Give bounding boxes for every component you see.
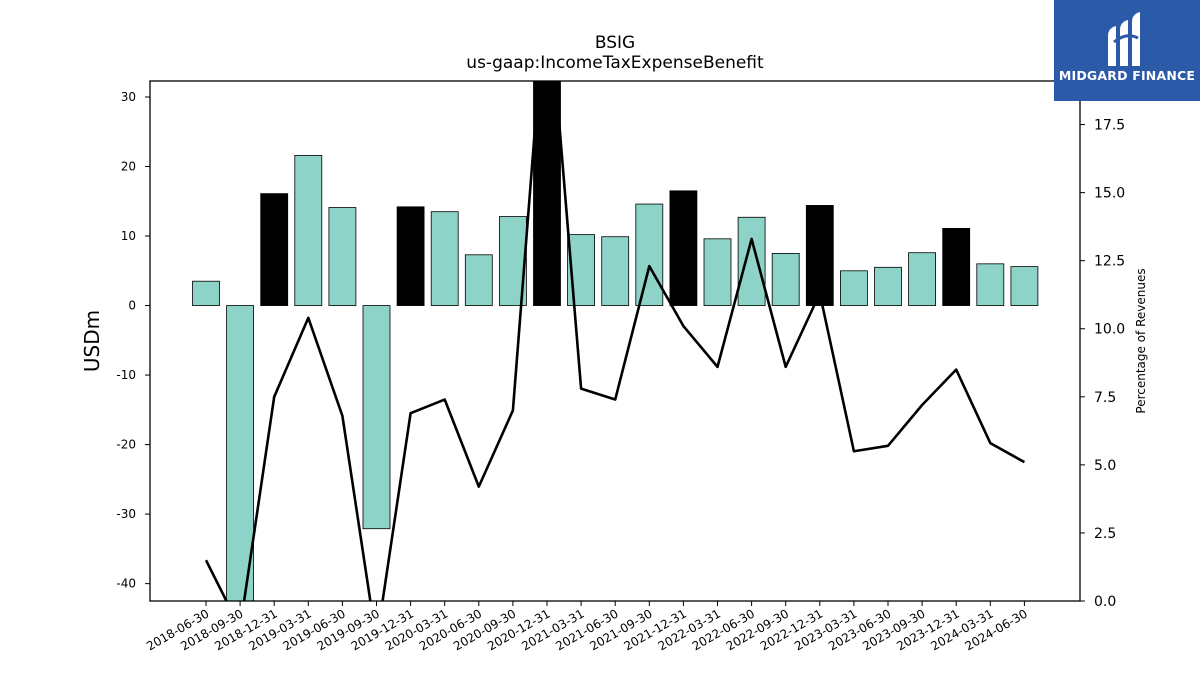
y-tick-label: -20: [116, 438, 136, 452]
bar-2018-12-31: [260, 193, 289, 306]
bar-2022-12-31: [805, 205, 834, 306]
bar-2020-12-31: [533, 81, 561, 306]
bar-2021-12-31: [669, 190, 698, 306]
bar-2023-09-30: [908, 252, 936, 306]
bar-2019-09-30: [362, 305, 391, 530]
bar-2022-06-30: [737, 216, 766, 306]
logo-text: MIDGARD FINANCE: [1058, 68, 1196, 83]
bar-2021-09-30: [635, 203, 664, 306]
y2-tick-label: 5.0: [1094, 458, 1116, 474]
y-tick-label: 30: [121, 90, 136, 104]
y-tick-label: 10: [121, 229, 136, 243]
logo-mark-icon: [1108, 12, 1140, 66]
y2-tick-label: 12.5: [1094, 254, 1125, 270]
y2-axis-label: Percentage of Revenues: [1134, 268, 1148, 413]
axes: -40 -30 -20 -10 0 10 20 30 0.0 2.5 5.0 7.5 10.0 12.5 1…: [116, 80, 1125, 653]
y2-tick-label: 17.5: [1094, 118, 1125, 134]
y-tick-label: -30: [116, 507, 136, 521]
chart-subtitle: us-gaap:IncomeTaxExpenseBenefit: [466, 53, 764, 73]
revenue-percentage-line: [204, 81, 1026, 601]
bar-2022-09-30: [771, 253, 800, 306]
y-tick-label: -10: [116, 368, 136, 382]
bar-2019-12-31: [396, 206, 425, 306]
y-axis-label: USDm: [80, 310, 104, 372]
bar-2024-03-31: [976, 263, 1005, 306]
midgard-finance-logo: MIDGARD FINANCE: [1054, 0, 1200, 101]
bar-2020-06-30: [464, 254, 493, 306]
bar-2023-06-30: [874, 266, 902, 306]
bar-2023-12-31: [942, 227, 971, 306]
bar-2018-06-30: [192, 280, 220, 306]
y-tick-label: 0: [128, 299, 136, 313]
y2-tick-label: 0.0: [1094, 594, 1116, 610]
bar-2023-03-31: [840, 270, 868, 306]
y2-tick-label: 7.5: [1094, 390, 1116, 406]
y2-tick-label: 2.5: [1094, 526, 1116, 542]
line-series: [204, 81, 1026, 601]
bar-2021-06-30: [601, 236, 630, 306]
bar-2019-06-30: [328, 207, 357, 306]
bar-2018-09-30: [226, 305, 255, 601]
chart-title: BSIG: [595, 33, 635, 53]
y-tick-label: 20: [121, 160, 136, 174]
bar-series: [192, 81, 1039, 601]
bar-2019-03-31: [294, 154, 323, 306]
bar-2020-03-31: [430, 211, 459, 306]
plot-frame: [149, 80, 1081, 602]
y2-tick-label: 15.0: [1094, 186, 1125, 202]
bar-2022-03-31: [703, 238, 732, 306]
y2-tick-label: 10.0: [1094, 322, 1125, 338]
y-tick-label: -40: [116, 577, 136, 591]
bar-2024-06-30: [1010, 266, 1039, 306]
